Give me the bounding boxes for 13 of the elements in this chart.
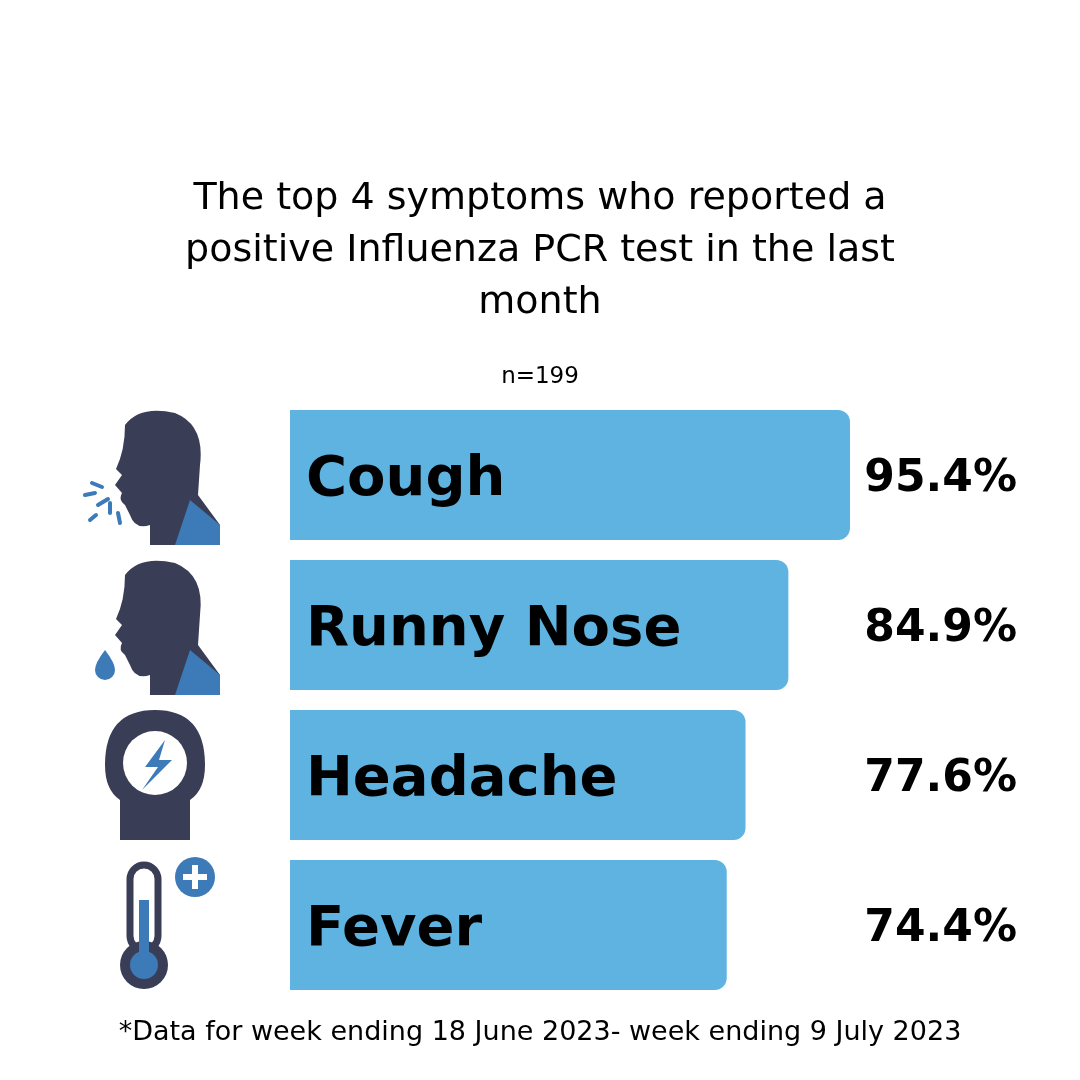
- y-tick-label: Fever: [306, 892, 483, 958]
- y-tick-label: Runny Nose: [306, 592, 682, 658]
- chart-subtitle: n=199: [500, 362, 580, 388]
- data-label: 77.6%: [864, 749, 1017, 801]
- y-tick-label: Cough: [306, 442, 506, 508]
- text: *Data for week ending 18 June 2023- week ending 9 July 2023: [117, 1015, 963, 1046]
- data-label: 84.9%: [864, 599, 1017, 651]
- y-tick-label: Headache: [306, 742, 618, 808]
- data-label: 74.4%: [864, 899, 1017, 951]
- data-label: 95.4%: [864, 449, 1017, 501]
- bar: [290, 860, 727, 990]
- chart-title: The top 4 symptoms who reported a positive Influenza PCR test in the last month: [184, 173, 896, 324]
- bar: [290, 410, 850, 540]
